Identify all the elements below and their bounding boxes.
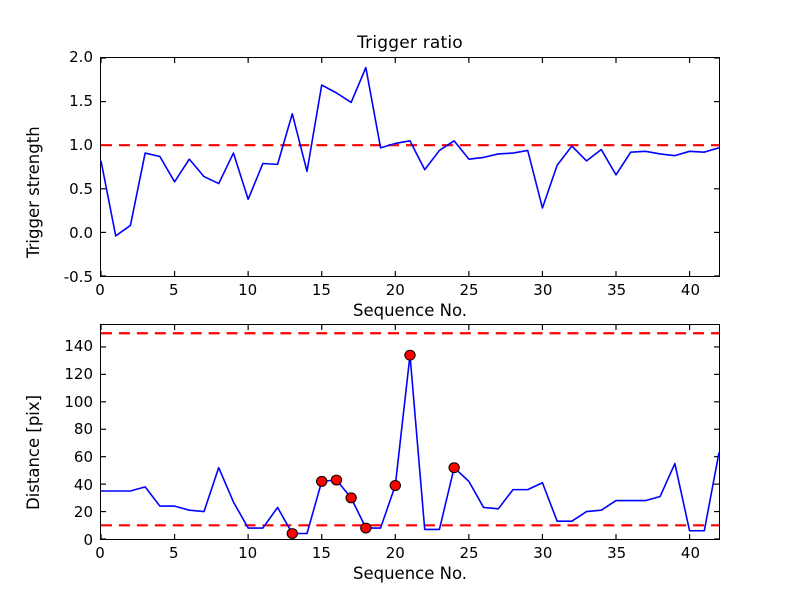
data-line [100,66,720,237]
x-tick-label: 5 [169,281,179,299]
y-tick-label: 0 [83,531,93,549]
x-tick-label: 40 [680,281,701,299]
x-tick-label: 40 [680,544,701,562]
x-tick-label: 5 [169,544,179,562]
x-tick-label: 35 [607,544,627,562]
y-tick-label: 1.0 [69,136,93,154]
outlier-marker [389,480,401,491]
x-tick-label: 30 [533,544,553,562]
outlier-marker [286,528,298,539]
y-tick-label: 1.5 [69,92,93,110]
outlier-marker [448,462,460,474]
x-tick-label: 10 [238,544,258,562]
y-tick-label: 100 [64,392,93,411]
x-tick-label: 15 [311,544,331,562]
x-tick-label: 0 [95,281,105,299]
x-tick-label: 0 [95,544,105,562]
y-tick-label: 0.0 [69,224,93,242]
y-tick-label: 2.0 [69,48,93,66]
y-tick-label: 60 [73,447,93,466]
figure-title: Trigger ratio [357,33,463,53]
bottom-chart-plot-area [100,324,720,540]
bottom-chart-svg [100,325,720,540]
y-tick-label: 80 [73,420,93,439]
x-tick-label: 25 [459,281,479,299]
x-tick-label: 10 [238,281,258,299]
x-tick-label: 20 [385,281,405,299]
bottom-chart-x-axis-label: Sequence No. [352,564,468,583]
bottom-chart-y-axis-label: Distance [pix] [24,394,43,510]
top-chart-x-axis-label: Sequence No. [352,301,468,320]
outlier-marker [345,492,357,504]
y-tick-label: 120 [64,364,93,383]
top-chart-svg [100,57,720,277]
x-tick-label: 35 [607,281,627,299]
y-tick-label: -0.5 [63,268,93,286]
y-tick-label: 40 [73,475,93,494]
x-tick-label: 30 [533,281,553,299]
top-chart-plot-area [100,57,720,277]
outlier-marker [316,475,328,487]
x-tick-label: 20 [385,544,405,562]
x-tick-label: 25 [459,544,479,562]
data-line [101,354,720,535]
outlier-marker [404,349,416,361]
outlier-marker [330,474,343,486]
x-tick-label: 15 [311,281,331,299]
y-tick-label: 20 [73,503,93,522]
y-tick-label: 140 [64,337,93,356]
outlier-marker [360,522,372,534]
y-tick-label: 0.5 [69,180,93,198]
top-chart-y-axis-label: Trigger strength [24,126,43,258]
